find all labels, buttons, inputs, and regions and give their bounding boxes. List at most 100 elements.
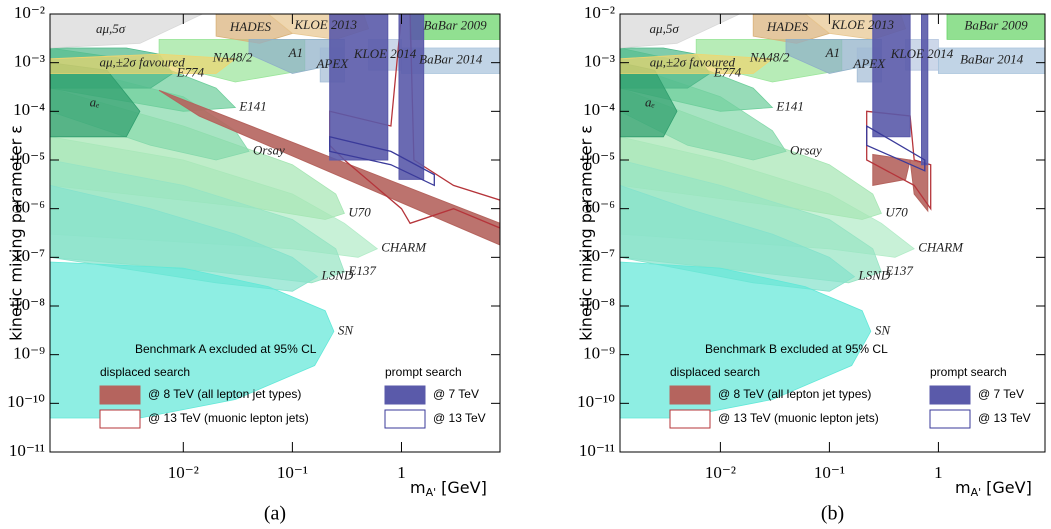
y-tick-label: 10⁻² [14,3,45,22]
region-label: E774 [176,64,205,79]
search-exclusion [329,135,435,187]
y-tick-label: 10⁻⁸ [583,295,615,314]
region-label: U70 [348,204,371,219]
x-label-unit: [GeV] [441,478,487,497]
y-tick-label: 10⁻¹¹ [9,441,45,460]
legend-label: @ 13 TeV (muonic lepton jets) [718,411,879,425]
region-label: E137 [347,263,376,278]
region-label: KLOE 2013 [830,17,894,32]
caption: (a) [264,503,286,525]
exclusion-region [620,261,872,419]
exclusion-region [50,261,335,419]
region-label: LSND [858,268,891,283]
exclusion-region [50,53,237,74]
legend-label: @ 8 TeV (all lepton jet types) [148,387,301,401]
y-tick-label: 10⁻⁶ [13,198,45,217]
search-exclusion [866,124,926,172]
x-tick-label: 10⁻² [168,463,199,482]
y-tick-label: 10⁻¹¹ [579,441,615,460]
y-axis-label: kinetic mixing parameter ε [7,125,26,341]
exclusion-region [215,14,294,44]
plot-area [50,14,500,419]
region-label: CHARM [918,240,964,255]
x-axis-label: mA' [GeV] [410,478,487,500]
region-label: aμ,±2σ favoured [99,55,185,70]
region-label: BaBar 2014 [960,52,1024,67]
x-label-unit: [GeV] [986,478,1032,497]
y-tick-label: 10⁻⁴ [13,100,45,119]
region-label: E141 [238,98,266,113]
region-label: NA48/2 [212,50,253,65]
region-label: LSND [321,268,354,283]
x-tick-label: 1 [397,463,406,482]
x-label-main: m [410,478,426,497]
x-axis-label: mA' [GeV] [955,478,1032,500]
region-label: aₑ [645,95,655,110]
legend-label: @ 13 TeV [978,411,1031,425]
x-label-main: m [955,478,971,497]
y-tick-label: 10⁻² [584,3,615,22]
region-label: aₑ [90,95,100,110]
search-exclusion [921,14,929,166]
plot-frame [619,13,1046,453]
x-tick-label: 10⁻¹ [814,463,845,482]
y-tick-label: 10⁻¹⁰ [577,392,615,411]
region-label: BaBar 2014 [419,52,483,67]
y-tick-label: 10⁻⁸ [13,295,45,314]
region-label: SN [338,322,355,337]
y-tick-label: 10⁻⁹ [13,344,45,363]
search-exclusion [158,89,500,246]
legend-swatch [99,385,141,405]
y-axis-label: kinetic mixing parameter ε [577,125,596,341]
region-label: aμ,±2σ favoured [650,55,736,70]
region-label: aμ,5σ [96,21,126,36]
region-label: Orsay [253,142,285,157]
exclusion-region [620,14,740,49]
region-label: SN [875,322,892,337]
region-label: CHARM [381,240,427,255]
x-tick-label: 10⁻¹ [277,463,308,482]
exclusion-region [50,14,203,49]
search-exclusion [329,14,389,161]
caption: (b) [821,503,844,525]
region-label: HADES [229,19,272,34]
region-label: A1 [825,45,840,60]
region-label: E137 [884,263,913,278]
legend-group-title: displaced search [100,365,190,379]
legend-label: @ 7 TeV [433,387,479,401]
y-tick-label: 10⁻³ [14,52,45,71]
exclusion-region [620,53,774,74]
legend-label: @ 8 TeV (all lepton jet types) [718,387,871,401]
legend-group-title: prompt search [385,365,462,379]
legend-swatch [669,409,711,429]
y-tick-label: 10⁻⁵ [583,149,615,168]
region-label: E774 [713,64,742,79]
search-exclusion [866,110,932,211]
y-tick-label: 10⁻³ [584,52,615,71]
region-label: Orsay [790,142,822,157]
plot-frame [49,13,501,453]
search-exclusion [329,14,500,229]
legend-swatch [384,385,426,405]
region-label: HADES [766,19,809,34]
legend-label: @ 7 TeV [978,387,1024,401]
region-label: A1 [288,45,303,60]
search-exclusion [872,14,911,138]
x-label-sub: A' [971,486,982,499]
x-label-sub: A' [426,486,437,499]
exclusion-region [938,47,1045,74]
legend-swatch [929,409,971,429]
region-label: BaBar 2009 [423,18,487,33]
region-label: APEX [315,56,349,71]
legend-swatch [669,385,711,405]
region-label: U70 [885,204,908,219]
region-label: E141 [775,98,803,113]
legend-swatch [384,409,426,429]
y-tick-label: 10⁻⁴ [583,100,615,119]
exclusion-region [752,14,831,44]
y-tick-label: 10⁻⁵ [13,149,45,168]
plot-area [620,14,1045,419]
